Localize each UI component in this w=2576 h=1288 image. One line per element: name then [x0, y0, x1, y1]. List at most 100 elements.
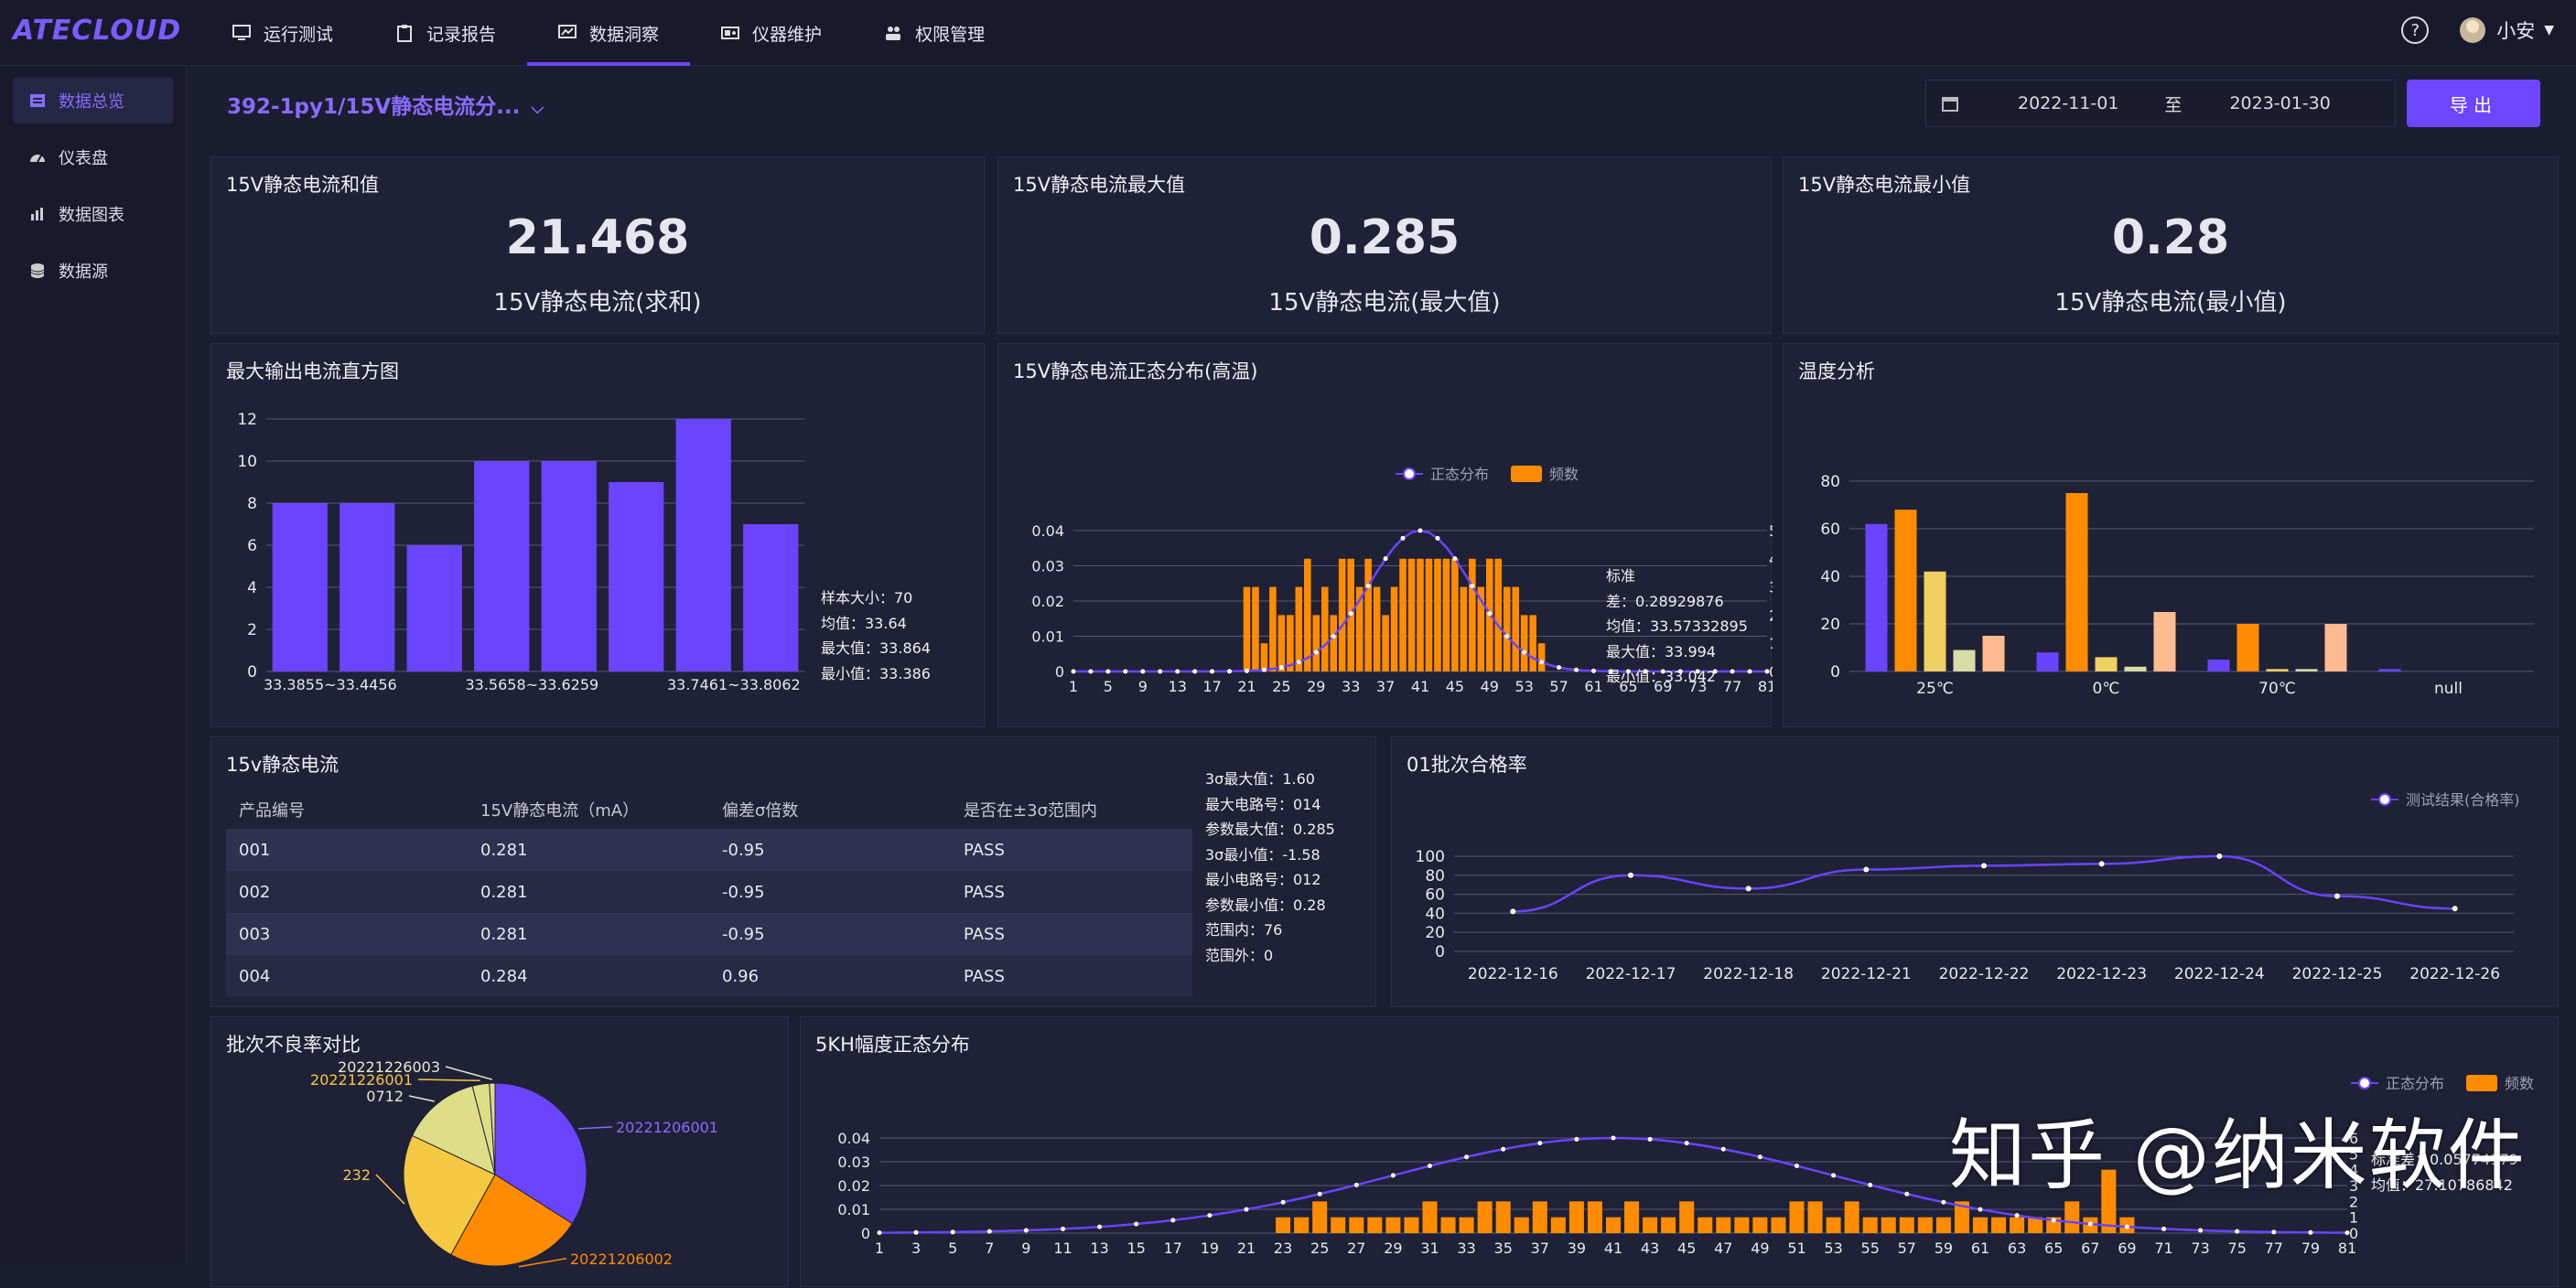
x-tick-label: null	[2434, 680, 2463, 698]
x-tick-label: 79	[2301, 1240, 2320, 1257]
sidebar-item-overview[interactable]: 数据总览	[13, 78, 173, 123]
normal-dist-panel: 15V静态电流正态分布(高温) 00.010.020.030.040123451…	[997, 343, 1773, 727]
y-tick-label: 0.01	[837, 1201, 870, 1218]
table-row[interactable]: 002 0.281 -0.95 PASS	[226, 871, 1192, 913]
pie-panel: 批次不良率对比 20221206001 20221206002 232 0712 202…	[210, 1016, 789, 1287]
table-cell: 003	[226, 913, 468, 955]
sidebar-item-label: 数据总览	[59, 92, 124, 112]
curve-point	[1574, 1136, 1579, 1142]
y2-tick-label: 5	[1769, 522, 1773, 540]
pass-rate-point	[2098, 861, 2105, 867]
sidebar-item-data-chart[interactable]: 数据图表	[13, 191, 173, 237]
curve-point	[1557, 665, 1562, 671]
pie-label: 20221226003	[338, 1058, 440, 1076]
nav-item-report[interactable]: 记录报告	[364, 0, 527, 66]
breadcrumb[interactable]: 392-1py1/15V静态电流分... ⌵	[227, 89, 544, 120]
table-row[interactable]: 001 0.281 -0.95 PASS	[226, 829, 1192, 871]
date-range-picker[interactable]: 2022-11-01 至 2023-01-30	[1925, 80, 2396, 127]
nav-item-instrument[interactable]: 仪器维护	[690, 0, 853, 66]
app-logo: ATECLOUD	[13, 15, 182, 47]
pass-rate-point	[2216, 853, 2223, 859]
curve-point	[1123, 669, 1128, 674]
curve-point	[1470, 584, 1475, 589]
x-tick-label: 15	[1127, 1240, 1146, 1257]
stat-item: 样本大小：70	[821, 589, 913, 606]
stat-item: 差：0.28929876	[1606, 592, 1724, 610]
sidebar-item-datasource[interactable]: 数据源	[13, 248, 173, 294]
curve-point	[1978, 1207, 1983, 1212]
pie-label-line	[417, 1079, 480, 1082]
x-tick-label: 81	[1758, 678, 1773, 695]
top-bar: ATECLOUD 运行测试 记录报告 数据洞察 仪器维护 权限管理 ? 小安 ▼	[0, 0, 2576, 66]
frequency-bar	[1434, 558, 1441, 671]
data-table: 产品编号 15V静态电流（mA） 偏差σ倍数 是否在±3σ范围内 001 0.2…	[226, 790, 1192, 997]
x-tick-label: 37	[1531, 1240, 1549, 1257]
sidebar-item-label: 数据源	[59, 263, 108, 282]
table-row[interactable]: 003 0.281 -0.95 PASS	[226, 913, 1192, 955]
curve-point	[1730, 669, 1735, 674]
kpi-subtitle: 15V静态电流(求和)	[493, 289, 702, 317]
curve-point	[1280, 1199, 1286, 1205]
x-tick-label: 63	[2008, 1240, 2026, 1257]
frequency-bar	[1404, 1217, 1419, 1233]
pie-label-line	[445, 1066, 492, 1080]
stat-item: 范围内：76	[1205, 921, 1283, 939]
frequency-bar	[1477, 586, 1485, 671]
main-content: 392-1py1/15V静态电流分... ⌵ 2022-11-01 至 2023…	[187, 67, 2576, 1287]
y-tick-label: 40	[1425, 905, 1445, 923]
curve-point	[1383, 556, 1388, 562]
table-row[interactable]: 004 0.284 0.96 PASS	[226, 955, 1192, 997]
nav-item-data-insight[interactable]: 数据洞察	[527, 0, 691, 66]
temperature-bar	[1924, 571, 1946, 671]
frequency-bar	[1537, 643, 1546, 671]
x-tick-label: 17	[1202, 678, 1221, 695]
histogram-panel: 最大输出电流直方图 0 2 4 6 8 10 12 33.3855~33.4456 33.565…	[210, 343, 985, 727]
y2-tick-label: 4	[2349, 1162, 2358, 1179]
pie-label-line	[408, 1095, 435, 1102]
y-tick-label: 0.03	[1031, 558, 1064, 575]
frequency-bar	[1514, 1217, 1529, 1233]
avatar[interactable]	[2460, 17, 2486, 43]
column-header: 15V静态电流（mA）	[480, 801, 640, 821]
y-tick-label: 8	[247, 495, 257, 513]
curve-point	[1170, 1218, 1176, 1223]
pass-rate-point	[2452, 906, 2458, 912]
panel-title: 5KH幅度正态分布	[815, 1034, 970, 1056]
nav-item-run-test[interactable]: 运行测试	[201, 0, 364, 66]
table-cell: 0.281	[468, 913, 709, 955]
frequency-bar	[1698, 1217, 1713, 1233]
user-name[interactable]: 小安	[2496, 20, 2536, 42]
sidebar-item-dashboard[interactable]: 仪表盘	[13, 134, 173, 180]
date-to[interactable]: 2023-01-30	[2229, 93, 2331, 113]
chevron-down-icon[interactable]: ▼	[2544, 23, 2554, 38]
frequency-bar	[1917, 1217, 1933, 1233]
date-from[interactable]: 2022-11-01	[2018, 93, 2119, 113]
table-panel: 15v静态电流 产品编号 15V静态电流（mA） 偏差σ倍数 是否在±3σ范围内…	[210, 736, 1376, 1007]
x-tick-label: 41	[1411, 678, 1429, 695]
curve-point	[1417, 528, 1423, 533]
frequency-bar	[1422, 1201, 1438, 1233]
x-tick-label: 37	[1376, 678, 1395, 695]
x-tick-label: 49	[1751, 1240, 1769, 1257]
curve-point	[2308, 1229, 2313, 1235]
panel-title: 15v静态电流	[226, 754, 340, 776]
curve-point	[1522, 649, 1527, 655]
stat-item: 范围外：0	[1205, 946, 1274, 964]
x-tick-label: 33	[1457, 1240, 1475, 1257]
frequency-bar	[1532, 1201, 1547, 1233]
histogram-bar	[272, 503, 328, 671]
pie-label: 232	[342, 1166, 371, 1184]
help-icon[interactable]: ?	[2401, 16, 2430, 44]
frequency-bar	[1716, 1217, 1731, 1233]
x-tick-label: 41	[1604, 1240, 1622, 1257]
table-header-row: 产品编号 15V静态电流（mA） 偏差σ倍数 是否在±3σ范围内	[226, 790, 1192, 829]
nav-item-permission[interactable]: 权限管理	[853, 0, 1016, 66]
export-button[interactable]: 导出	[2407, 80, 2540, 127]
curve-point	[1207, 1213, 1213, 1218]
x-tick-label: 13	[1090, 1240, 1108, 1257]
frequency-bar	[1679, 1201, 1695, 1233]
stat-item: 最小值：33.042	[1606, 668, 1716, 685]
y2-tick-label: 5	[2349, 1145, 2358, 1163]
pass-rate-point	[1981, 863, 1987, 869]
